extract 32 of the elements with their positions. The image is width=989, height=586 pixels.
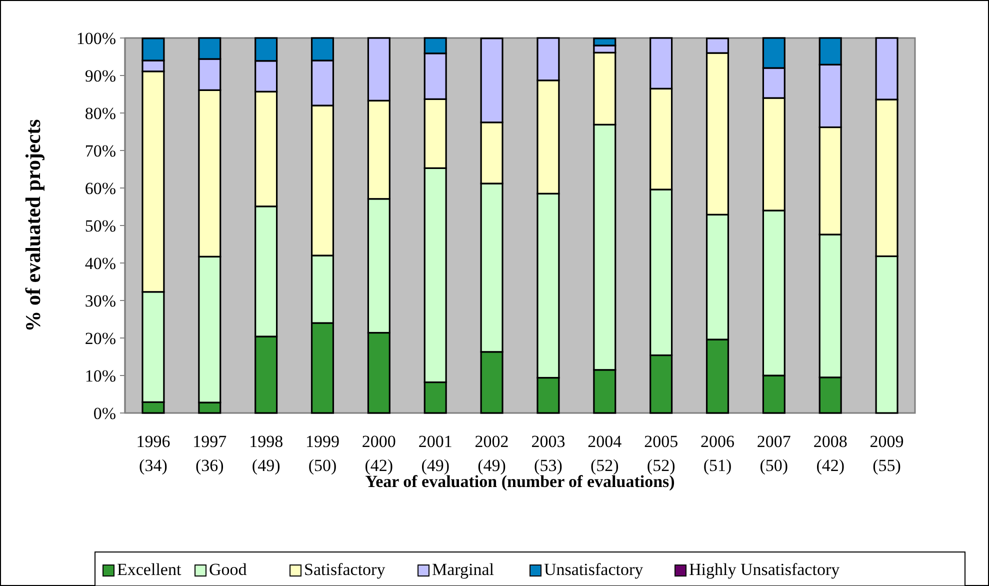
y-tick-label: 50% bbox=[84, 216, 116, 236]
y-tick-label: 90% bbox=[84, 66, 116, 86]
y-tick-label: 100% bbox=[76, 28, 116, 48]
y-tick-label: 10% bbox=[84, 366, 116, 386]
y-tick-label: 40% bbox=[84, 254, 116, 273]
x-tick-label: 1997 (36) bbox=[192, 432, 228, 475]
x-tick-label: 2009 (55) bbox=[870, 432, 904, 475]
legend-label: Satisfactory bbox=[304, 560, 386, 579]
y-tick-label: 20% bbox=[84, 328, 116, 348]
legend-label: Marginal bbox=[432, 560, 494, 579]
x-tick-label: 2005 (52) bbox=[644, 432, 678, 475]
y-tick-label: 30% bbox=[84, 291, 116, 310]
y-tick-label: 70% bbox=[84, 141, 116, 160]
y-tick-label: 0% bbox=[93, 404, 116, 423]
x-tick-label: 1998 (49) bbox=[249, 432, 284, 475]
x-tick-label: 2001 (49) bbox=[418, 432, 452, 475]
x-tick-label: 2004 (52) bbox=[588, 432, 622, 475]
x-tick-label: 2003 (53) bbox=[531, 432, 566, 475]
legend-label: Excellent bbox=[117, 560, 182, 579]
x-tick-label: 1999 (50) bbox=[306, 432, 340, 475]
x-tick-label: 1996 (34) bbox=[136, 432, 170, 475]
x-tick-label: 2002 (49) bbox=[474, 432, 509, 475]
legend-label: Highly Unsatisfactory bbox=[689, 560, 840, 579]
y-tick-label: 80% bbox=[84, 104, 116, 123]
x-tick-label: 2000 (42) bbox=[362, 432, 396, 475]
x-tick-label: 2006 (51) bbox=[700, 432, 734, 475]
y-axis-title: % of evaluated projects bbox=[21, 119, 45, 332]
x-tick-label: 2007 (50) bbox=[756, 432, 792, 475]
x-tick-label: 2008 (42) bbox=[813, 432, 848, 475]
legend-label: Unsatisfactory bbox=[544, 560, 644, 579]
legend-label: Good bbox=[209, 560, 248, 579]
y-tick-label: 60% bbox=[84, 178, 116, 198]
